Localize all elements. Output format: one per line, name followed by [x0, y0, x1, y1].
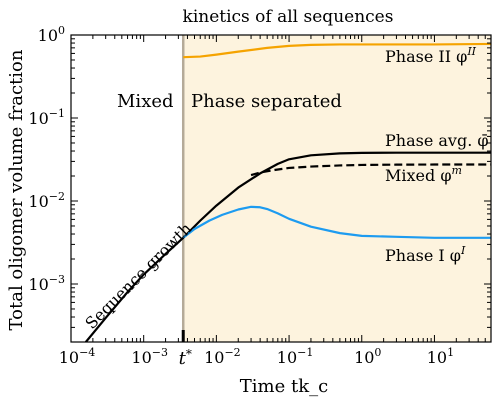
annotation-phase-separated: Phase separated	[191, 91, 342, 112]
ticks-layer: 10−4 10−3 10−2 10−1 100 101 10−3 10−2 10−1 100	[28, 24, 492, 367]
chart-title: kinetics of all sequences	[183, 7, 394, 27]
x-axis-label: Time tk_c	[240, 376, 328, 397]
y-tick-label: 10−1	[28, 107, 65, 128]
t-star-label: t*	[179, 347, 192, 369]
series-layer	[84, 42, 491, 342]
annotation-phase-avg: Phase avg. φ̄	[385, 131, 489, 150]
x-tick-label: 10−3	[131, 346, 168, 367]
x-tick-label: 10−1	[277, 346, 314, 367]
annotation-mixed: Mixed	[117, 91, 174, 112]
series-line-mixed-m	[250, 163, 491, 177]
phase-separated-region	[183, 35, 491, 342]
plot-frame	[70, 34, 492, 343]
mixed-region	[71, 35, 184, 342]
y-tick-label: 10−2	[28, 190, 65, 211]
x-tick-label: 101	[427, 346, 454, 367]
annotation-phase-i: Phase I φI	[385, 244, 466, 265]
x-tick-label: 10−4	[59, 346, 96, 367]
series-line-phase-ii-ii	[183, 42, 491, 59]
y-axis-label: Total oligomer volume fraction	[6, 49, 27, 330]
y-tick-label: 100	[38, 24, 65, 45]
annotation-mixed: Mixed φm	[385, 164, 462, 185]
series-line-phase-avg	[84, 151, 491, 342]
y-tick-label: 10−3	[28, 273, 65, 294]
series-line-phase-i-i	[182, 205, 491, 239]
x-tick-label: 100	[354, 346, 381, 367]
annotation-phase-ii: Phase II φII	[385, 45, 477, 66]
x-tick-label: 10−2	[204, 346, 241, 367]
